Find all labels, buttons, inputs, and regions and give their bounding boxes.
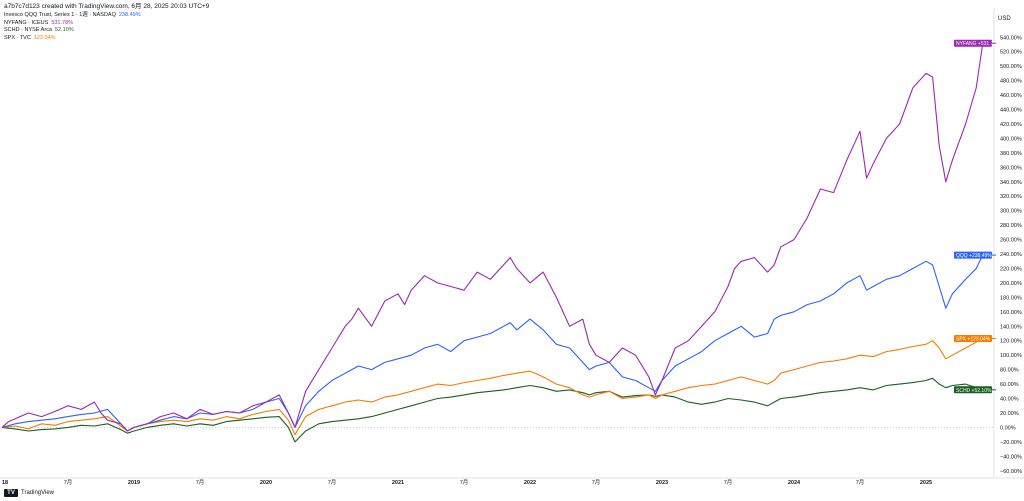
x-tick-label: 2021 — [392, 480, 404, 486]
y-tick-label: 0.00% — [1000, 425, 1016, 431]
legend: Invesco QQQ Trust, Series 1 · 1週 · NASDA… — [4, 12, 141, 42]
y-tick-label: −20.00% — [1000, 440, 1022, 446]
tradingview-brand-name: TradingView — [21, 490, 55, 496]
price-badge-spx — [954, 335, 992, 343]
price-badge-schd — [954, 386, 992, 394]
y-tick-label: 360.00% — [1000, 165, 1022, 171]
y-tick-label: −40.00% — [1000, 454, 1022, 460]
y-tick-label: 300.00% — [1000, 209, 1022, 215]
series-line-spx — [1, 338, 984, 436]
price-badge-text-schd: SCHD +52.10% — [956, 388, 992, 394]
x-tick-label: 7月 — [724, 479, 733, 486]
x-tick-label: 2019 — [128, 480, 140, 486]
legend-item-schd[interactable]: SCHD · NYSE Arca 52.10% — [4, 27, 74, 34]
y-tick-label: 60.00% — [1000, 382, 1019, 388]
x-tick-label: 2025 — [920, 480, 932, 486]
x-tick-label: 2024 — [788, 480, 801, 486]
y-tick-label: 520.00% — [1000, 50, 1022, 56]
x-tick-label: 7月 — [64, 479, 73, 486]
chart-header: a7b7c7d123 created with TradingView.com,… — [4, 3, 210, 10]
y-tick-label: 480.00% — [1000, 79, 1022, 85]
series-line-nyfang — [1, 43, 984, 432]
y-tick-label: 200.00% — [1000, 281, 1022, 287]
series-line-qqq — [1, 254, 984, 432]
legend-item-qqq[interactable]: Invesco QQQ Trust, Series 1 · 1週 · NASDA… — [4, 12, 141, 18]
x-tick-label: 7月 — [856, 479, 865, 486]
x-tick-label: 7月 — [328, 479, 337, 486]
y-tick-label: 20.00% — [1000, 411, 1019, 417]
legend-item-spx[interactable]: SPX · TVC 123.04% — [4, 34, 56, 41]
y-tick-label: 340.00% — [1000, 180, 1022, 186]
y-tick-label: 540.00% — [1000, 35, 1022, 41]
x-tick-label: 7月 — [460, 479, 469, 486]
price-badge-qqq — [954, 251, 992, 259]
y-tick-label: 40.00% — [1000, 397, 1019, 403]
y-tick-label: 280.00% — [1000, 223, 1022, 229]
y-tick-label: 180.00% — [1000, 295, 1022, 301]
y-tick-label: 240.00% — [1000, 252, 1022, 258]
y-tick-label: 420.00% — [1000, 122, 1022, 128]
y-tick-label: 100.00% — [1000, 353, 1022, 359]
price-badge-nyfang — [954, 39, 992, 47]
y-tick-label: 320.00% — [1000, 194, 1022, 200]
y-tick-label: 260.00% — [1000, 238, 1022, 244]
x-tick-label: 2023 — [656, 480, 668, 486]
x-tick-label: 2020 — [260, 480, 272, 486]
price-badge-text-qqq: QQQ +238.49% — [956, 253, 992, 259]
y-tick-label: 500.00% — [1000, 64, 1022, 70]
y-tick-label: 140.00% — [1000, 324, 1022, 330]
x-tick-label: 18 — [2, 480, 8, 486]
y-tick-label: 80.00% — [1000, 368, 1019, 374]
tradingview-logo-icon: TV — [4, 489, 18, 497]
tradingview-brand: TV TradingView — [4, 489, 54, 497]
y-tick-label: 440.00% — [1000, 108, 1022, 114]
y-axis-unit: USD — [998, 16, 1011, 22]
price-badge-text-spx: SPX +123.04% — [956, 337, 991, 343]
series-line-schd — [1, 377, 983, 443]
price-badge-text-nyfang: NYFANG +531.78% — [956, 41, 1001, 47]
x-tick-label: 7月 — [592, 479, 601, 486]
y-tick-label: 220.00% — [1000, 266, 1022, 272]
y-tick-label: 460.00% — [1000, 93, 1022, 99]
legend-item-nyfang[interactable]: NYFANG · ICEUS 531.78% — [4, 19, 74, 26]
y-tick-label: −60.00% — [1000, 469, 1022, 475]
x-tick-label: 7月 — [196, 479, 205, 486]
y-tick-label: 400.00% — [1000, 136, 1022, 142]
x-tick-label: 2022 — [524, 480, 536, 486]
y-tick-label: 380.00% — [1000, 151, 1022, 157]
y-tick-label: 120.00% — [1000, 339, 1022, 345]
y-tick-label: 160.00% — [1000, 310, 1022, 316]
